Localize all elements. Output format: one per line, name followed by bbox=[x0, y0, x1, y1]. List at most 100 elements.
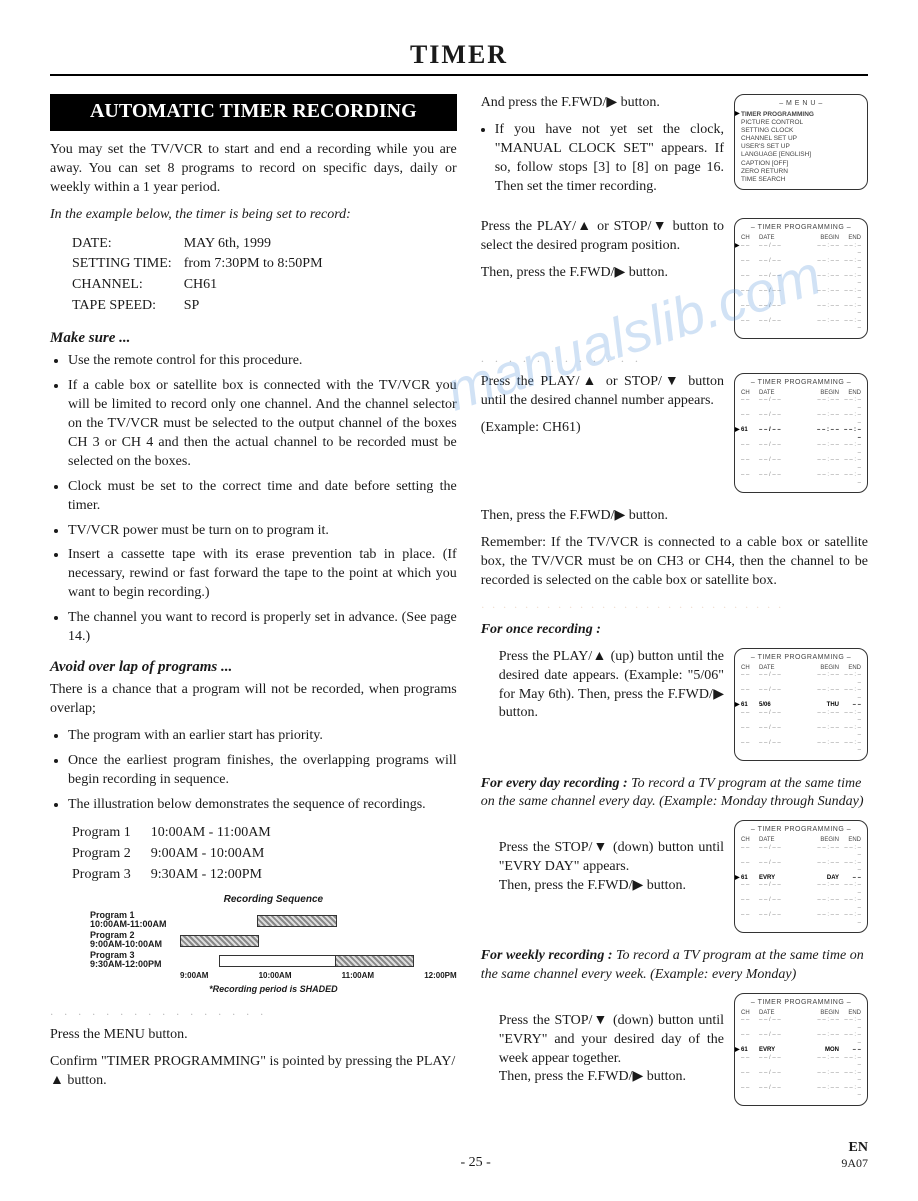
faded-orange-label: · · · · · · · · · · · · · · · · · · · · … bbox=[481, 599, 868, 615]
overlap-intro: There is a chance that a program will no… bbox=[50, 681, 457, 719]
osd-data-row: – –– – / – –– – : – –– – : – – bbox=[741, 288, 861, 303]
body-text: Press the STOP/▼ (down) button until "EV… bbox=[499, 1013, 724, 1085]
step-text: Press the MENU button. bbox=[50, 1026, 457, 1045]
example-table: DATE:MAY 6th, 1999 SETTING TIME:from 7:3… bbox=[70, 233, 335, 319]
osd-timer-prog: – TIMER PROGRAMMING –CHDATEBEGINEND– –– … bbox=[734, 820, 868, 933]
seq-row: Program 29:00AM-10:00AM bbox=[90, 931, 457, 949]
osd-menu: – M E N U – TIMER PROGRAMMINGPICTURE CON… bbox=[734, 94, 868, 190]
overlap-heading: Avoid over lap of programs ... bbox=[50, 657, 457, 677]
seq-row: Program 110:00AM-11:00AM bbox=[90, 911, 457, 929]
right-text: Press the PLAY/▲ or STOP/▼ button to sel… bbox=[481, 218, 724, 291]
prog-name: Program 2 bbox=[72, 845, 149, 864]
list-item: Once the earliest program finishes, the … bbox=[68, 752, 457, 790]
osd-data-row: – –– – / – –– – : – –– – : – – bbox=[741, 442, 861, 457]
week-heading: For weekly recording : To record a TV pr… bbox=[481, 947, 868, 985]
makesure-heading: Make sure ... bbox=[50, 328, 457, 348]
seq-note: *Recording period is SHADED bbox=[90, 983, 457, 995]
osd-title: – TIMER PROGRAMMING – bbox=[741, 826, 861, 835]
axis-label: 12:00PM bbox=[424, 971, 456, 982]
axis-label: 9:00AM bbox=[180, 971, 208, 982]
body-text: Then, press the F.FWD/▶ button. bbox=[481, 264, 724, 283]
osd-header-row: CHDATEBEGINEND bbox=[741, 390, 861, 398]
right-text: Press the PLAY/▲ or STOP/▼ button until … bbox=[481, 373, 724, 446]
right-text: Press the STOP/▼ (down) button until "EV… bbox=[499, 820, 724, 896]
ex-time-label: SETTING TIME: bbox=[72, 255, 182, 274]
section-header: AUTOMATIC TIMER RECORDING bbox=[50, 94, 457, 131]
prog-range: 10:00AM - 11:00AM bbox=[151, 824, 289, 843]
osd-data-row: – –– – / – –– – : – –– – : – – bbox=[741, 860, 861, 875]
osd-data-row: – –– – / – –– – : – –– – : – – bbox=[741, 243, 861, 258]
seq-track bbox=[180, 953, 457, 967]
osd-data-row: – –– – / – –– – : – –– – : – – bbox=[741, 740, 861, 755]
seq-track bbox=[180, 913, 457, 927]
osd-title: – TIMER PROGRAMMING – bbox=[741, 654, 861, 663]
seq-title: Recording Sequence bbox=[90, 893, 457, 907]
seq-track bbox=[180, 933, 457, 947]
osd-header-row: CHDATEBEGINEND bbox=[741, 1010, 861, 1018]
once-heading: For once recording : bbox=[481, 621, 868, 640]
osd-data-row: 61EVRYMON– – bbox=[741, 1047, 861, 1055]
osd-data-row: – –– – / – –– – : – –– – : – – bbox=[741, 912, 861, 927]
right-block: And press the F.FWD/▶ button. If you hav… bbox=[481, 94, 868, 204]
page-number: - 25 - bbox=[110, 1155, 841, 1171]
right-block: Press the PLAY/▲ (up) button until the d… bbox=[481, 648, 868, 761]
osd-data-row: – –– – / – –– – : – –– – : – – bbox=[741, 1070, 861, 1085]
ex-time-value: from 7:30PM to 8:50PM bbox=[184, 255, 333, 274]
right-text: Press the PLAY/▲ (up) button until the d… bbox=[499, 648, 724, 724]
top-rule bbox=[50, 74, 868, 76]
osd-header-row: CHDATEBEGINEND bbox=[741, 235, 861, 243]
footer-code: EN 9A07 bbox=[841, 1140, 868, 1171]
body-text: (Example: CH61) bbox=[481, 419, 724, 438]
osd-menu-item: ZERO RETURN bbox=[741, 168, 861, 176]
osd-data-row: – –– – / – –– – : – –– – : – – bbox=[741, 882, 861, 897]
ex-ch-label: CHANNEL: bbox=[72, 276, 182, 295]
osd-timer-prog: – TIMER PROGRAMMING –CHDATEBEGINEND– –– … bbox=[734, 218, 868, 338]
osd-menu-item: TIMER PROGRAMMING bbox=[741, 111, 861, 119]
prog-name: Program 1 bbox=[72, 824, 149, 843]
osd-data-row: – –– – / – –– – : – –– – : – – bbox=[741, 412, 861, 427]
seq-row: Program 39:30AM-12:00PM bbox=[90, 951, 457, 969]
list-item: The illustration below demonstrates the … bbox=[68, 796, 457, 815]
osd-timer-prog: – TIMER PROGRAMMING –CHDATEBEGINEND– –– … bbox=[734, 993, 868, 1106]
osd-menu-item: TIME SEARCH bbox=[741, 176, 861, 184]
osd-menu-item: LANGUAGE [ENGLISH] bbox=[741, 151, 861, 159]
page: manualslib.com TIMER AUTOMATIC TIMER REC… bbox=[0, 0, 918, 1201]
faded-label: · · · · · · · · · · · · bbox=[481, 353, 868, 369]
osd-data-row: – –– – / – –– – : – –– – : – – bbox=[741, 725, 861, 740]
osd-data-row: 61EVRYDAY– – bbox=[741, 875, 861, 883]
right-column: And press the F.FWD/▶ button. If you hav… bbox=[481, 94, 868, 1120]
body-text: Press the STOP/▼ (down) button until "EV… bbox=[499, 840, 724, 893]
osd-data-row: – –– – / – –– – : – –– – : – – bbox=[741, 687, 861, 702]
osd-menu-item: CAPTION [OFF] bbox=[741, 160, 861, 168]
osd-data-row: – –– – / – –– – : – –– – : – – bbox=[741, 472, 861, 487]
ex-date-label: DATE: bbox=[72, 235, 182, 254]
makesure-list: Use the remote control for this procedur… bbox=[68, 352, 457, 646]
osd-timer-prog: – TIMER PROGRAMMING – CHDATEBEGINEND – –– … bbox=[734, 648, 868, 761]
seq-axis: 9:00AM 10:00AM 11:00AM 12:00PM bbox=[180, 971, 457, 982]
osd-title: – TIMER PROGRAMMING – bbox=[741, 379, 861, 388]
axis-label: 11:00AM bbox=[342, 971, 374, 982]
footer-code-2: 9A07 bbox=[841, 1156, 868, 1171]
osd-menu-item: PICTURE CONTROL bbox=[741, 119, 861, 127]
right-block: Press the STOP/▼ (down) button until "EV… bbox=[481, 820, 868, 933]
osd-data-row: – –– – / – –– – : – –– – : – – bbox=[741, 258, 861, 273]
program-table: Program 110:00AM - 11:00AM Program 29:00… bbox=[70, 822, 291, 887]
seq-row-label: Program 110:00AM-11:00AM bbox=[90, 911, 180, 929]
sequence-diagram: Recording Sequence Program 110:00AM-11:0… bbox=[90, 893, 457, 995]
left-column: AUTOMATIC TIMER RECORDING You may set th… bbox=[50, 94, 457, 1120]
prog-range: 9:30AM - 12:00PM bbox=[151, 866, 289, 885]
example-intro: In the example below, the timer is being… bbox=[50, 206, 457, 225]
seq-row-label: Program 29:00AM-10:00AM bbox=[90, 931, 180, 949]
prog-range: 9:00AM - 10:00AM bbox=[151, 845, 289, 864]
ex-speed-label: TAPE SPEED: bbox=[72, 297, 182, 316]
list-item: The channel you want to record is proper… bbox=[68, 609, 457, 647]
osd-data-row: – –– – / – –– – : – –– – : – – bbox=[741, 303, 861, 318]
body-text: Press the PLAY/▲ (up) button until the d… bbox=[499, 649, 724, 721]
body-text: Then, press the F.FWD/▶ button. bbox=[481, 507, 868, 526]
seq-row-label: Program 39:30AM-12:00PM bbox=[90, 951, 180, 969]
osd-title: – M E N U – bbox=[741, 100, 861, 109]
page-title: TIMER bbox=[50, 40, 868, 70]
prog-name: Program 3 bbox=[72, 866, 149, 885]
osd-header-row: CHDATEBEGINEND bbox=[741, 665, 861, 673]
footer: - 25 - EN 9A07 bbox=[50, 1140, 868, 1171]
